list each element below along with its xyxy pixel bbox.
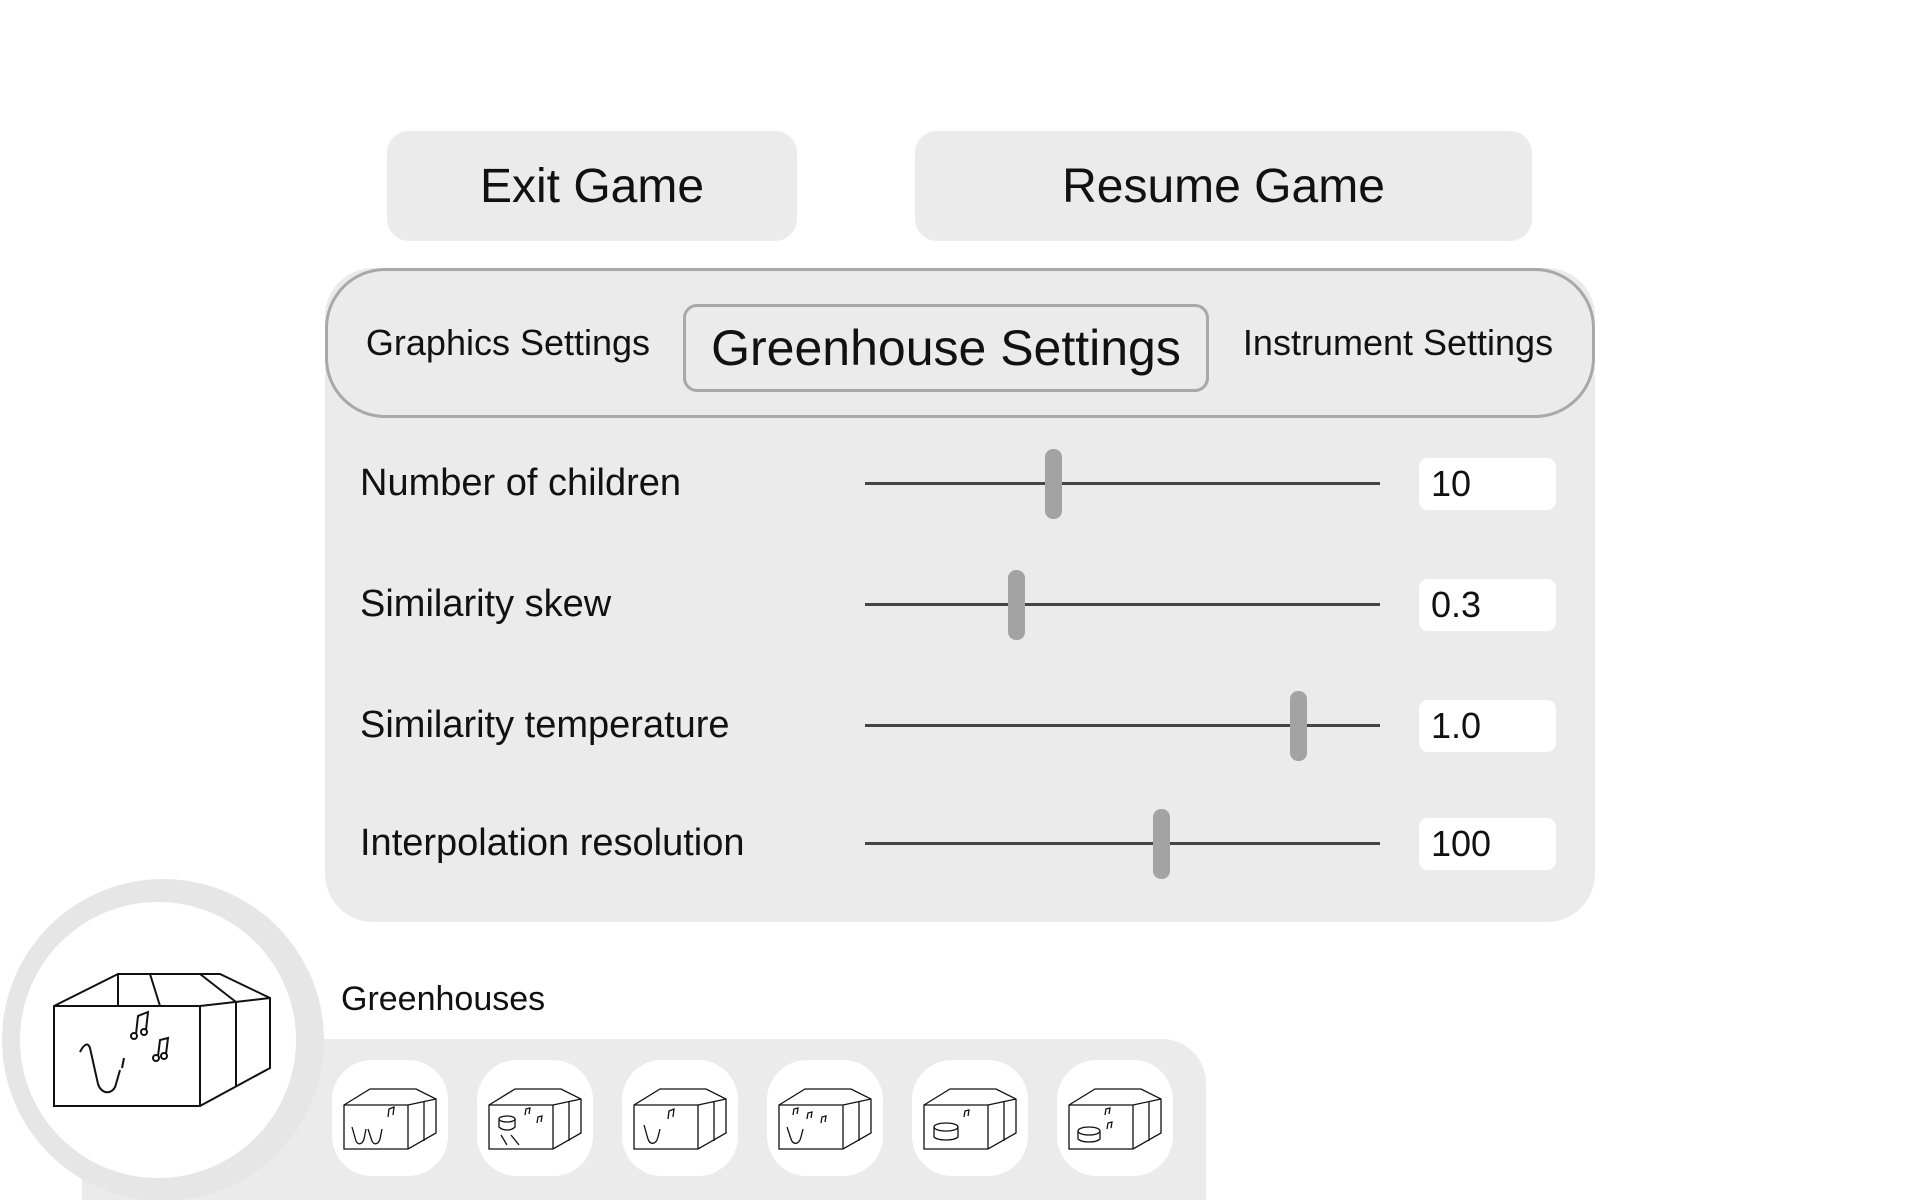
resume-game-button[interactable]: Resume Game [915, 131, 1532, 241]
exit-game-button[interactable]: Exit Game [387, 131, 797, 241]
slider-thumb[interactable] [1289, 691, 1307, 761]
tab-greenhouse-label: Greenhouse Settings [711, 320, 1181, 376]
tab-greenhouse-settings[interactable]: Greenhouse Settings [683, 304, 1209, 392]
greenhouses-title: Greenhouses [341, 980, 546, 1018]
similarity-temperature-value[interactable]: 1.0 [1419, 700, 1556, 752]
slider-thumb[interactable] [1153, 809, 1171, 879]
tab-graphics-label: Graphics Settings [365, 322, 651, 363]
greenhouse-drum-guitar-icon [488, 1088, 582, 1150]
number-of-children-value[interactable]: 10 [1419, 458, 1556, 510]
greenhouse-slot-5[interactable] [912, 1060, 1028, 1176]
greenhouse-saxophone-notes-icon [778, 1088, 872, 1150]
settings-tab-bar: Graphics Settings Greenhouse Settings In… [325, 268, 1595, 418]
greenhouse-slot-6[interactable] [1057, 1060, 1173, 1176]
setting-label: Interpolation resolution [360, 821, 745, 864]
similarity-skew-slider[interactable] [865, 559, 1380, 649]
resume-game-label: Resume Game [1062, 159, 1385, 213]
exit-game-label: Exit Game [479, 159, 705, 213]
setting-label: Number of children [360, 461, 682, 504]
greenhouse-drum-small-icon [1068, 1088, 1162, 1150]
selected-greenhouse-button[interactable] [20, 902, 296, 1178]
greenhouse-saxophone-icon [53, 973, 271, 1107]
tab-instrument-settings[interactable]: Instrument Settings [1228, 271, 1568, 415]
greenhouse-slot-3[interactable] [622, 1060, 738, 1176]
number-of-children-slider[interactable] [865, 438, 1380, 528]
setting-row-number-of-children: Number of children 10 [325, 438, 1595, 528]
settings-panel: Graphics Settings Greenhouse Settings In… [325, 268, 1595, 922]
greenhouse-slot-4[interactable] [767, 1060, 883, 1176]
greenhouse-double-saxophone-icon [343, 1088, 437, 1150]
greenhouse-drum-icon [923, 1088, 1017, 1150]
similarity-temperature-slider[interactable] [865, 680, 1380, 770]
slider-thumb[interactable] [1044, 449, 1062, 519]
slider-thumb[interactable] [1007, 570, 1025, 640]
slider-track [865, 724, 1380, 727]
setting-label: Similarity temperature [360, 703, 730, 746]
slider-track [865, 842, 1380, 845]
setting-row-similarity-temperature: Similarity temperature 1.0 [325, 680, 1595, 770]
setting-row-similarity-skew: Similarity skew 0.3 [325, 559, 1595, 649]
tab-graphics-settings[interactable]: Graphics Settings [358, 271, 658, 415]
interpolation-resolution-slider[interactable] [865, 798, 1380, 888]
similarity-skew-value[interactable]: 0.3 [1419, 579, 1556, 631]
slider-track [865, 482, 1380, 485]
interpolation-resolution-value[interactable]: 100 [1419, 818, 1556, 870]
setting-row-interpolation-resolution: Interpolation resolution 100 [325, 798, 1595, 888]
greenhouse-slot-1[interactable] [332, 1060, 448, 1176]
slider-track [865, 603, 1380, 606]
greenhouse-saxophone-icon [633, 1088, 727, 1150]
setting-label: Similarity skew [360, 582, 612, 625]
tab-instrument-label: Instrument Settings [1242, 322, 1554, 363]
greenhouse-slot-2[interactable] [477, 1060, 593, 1176]
